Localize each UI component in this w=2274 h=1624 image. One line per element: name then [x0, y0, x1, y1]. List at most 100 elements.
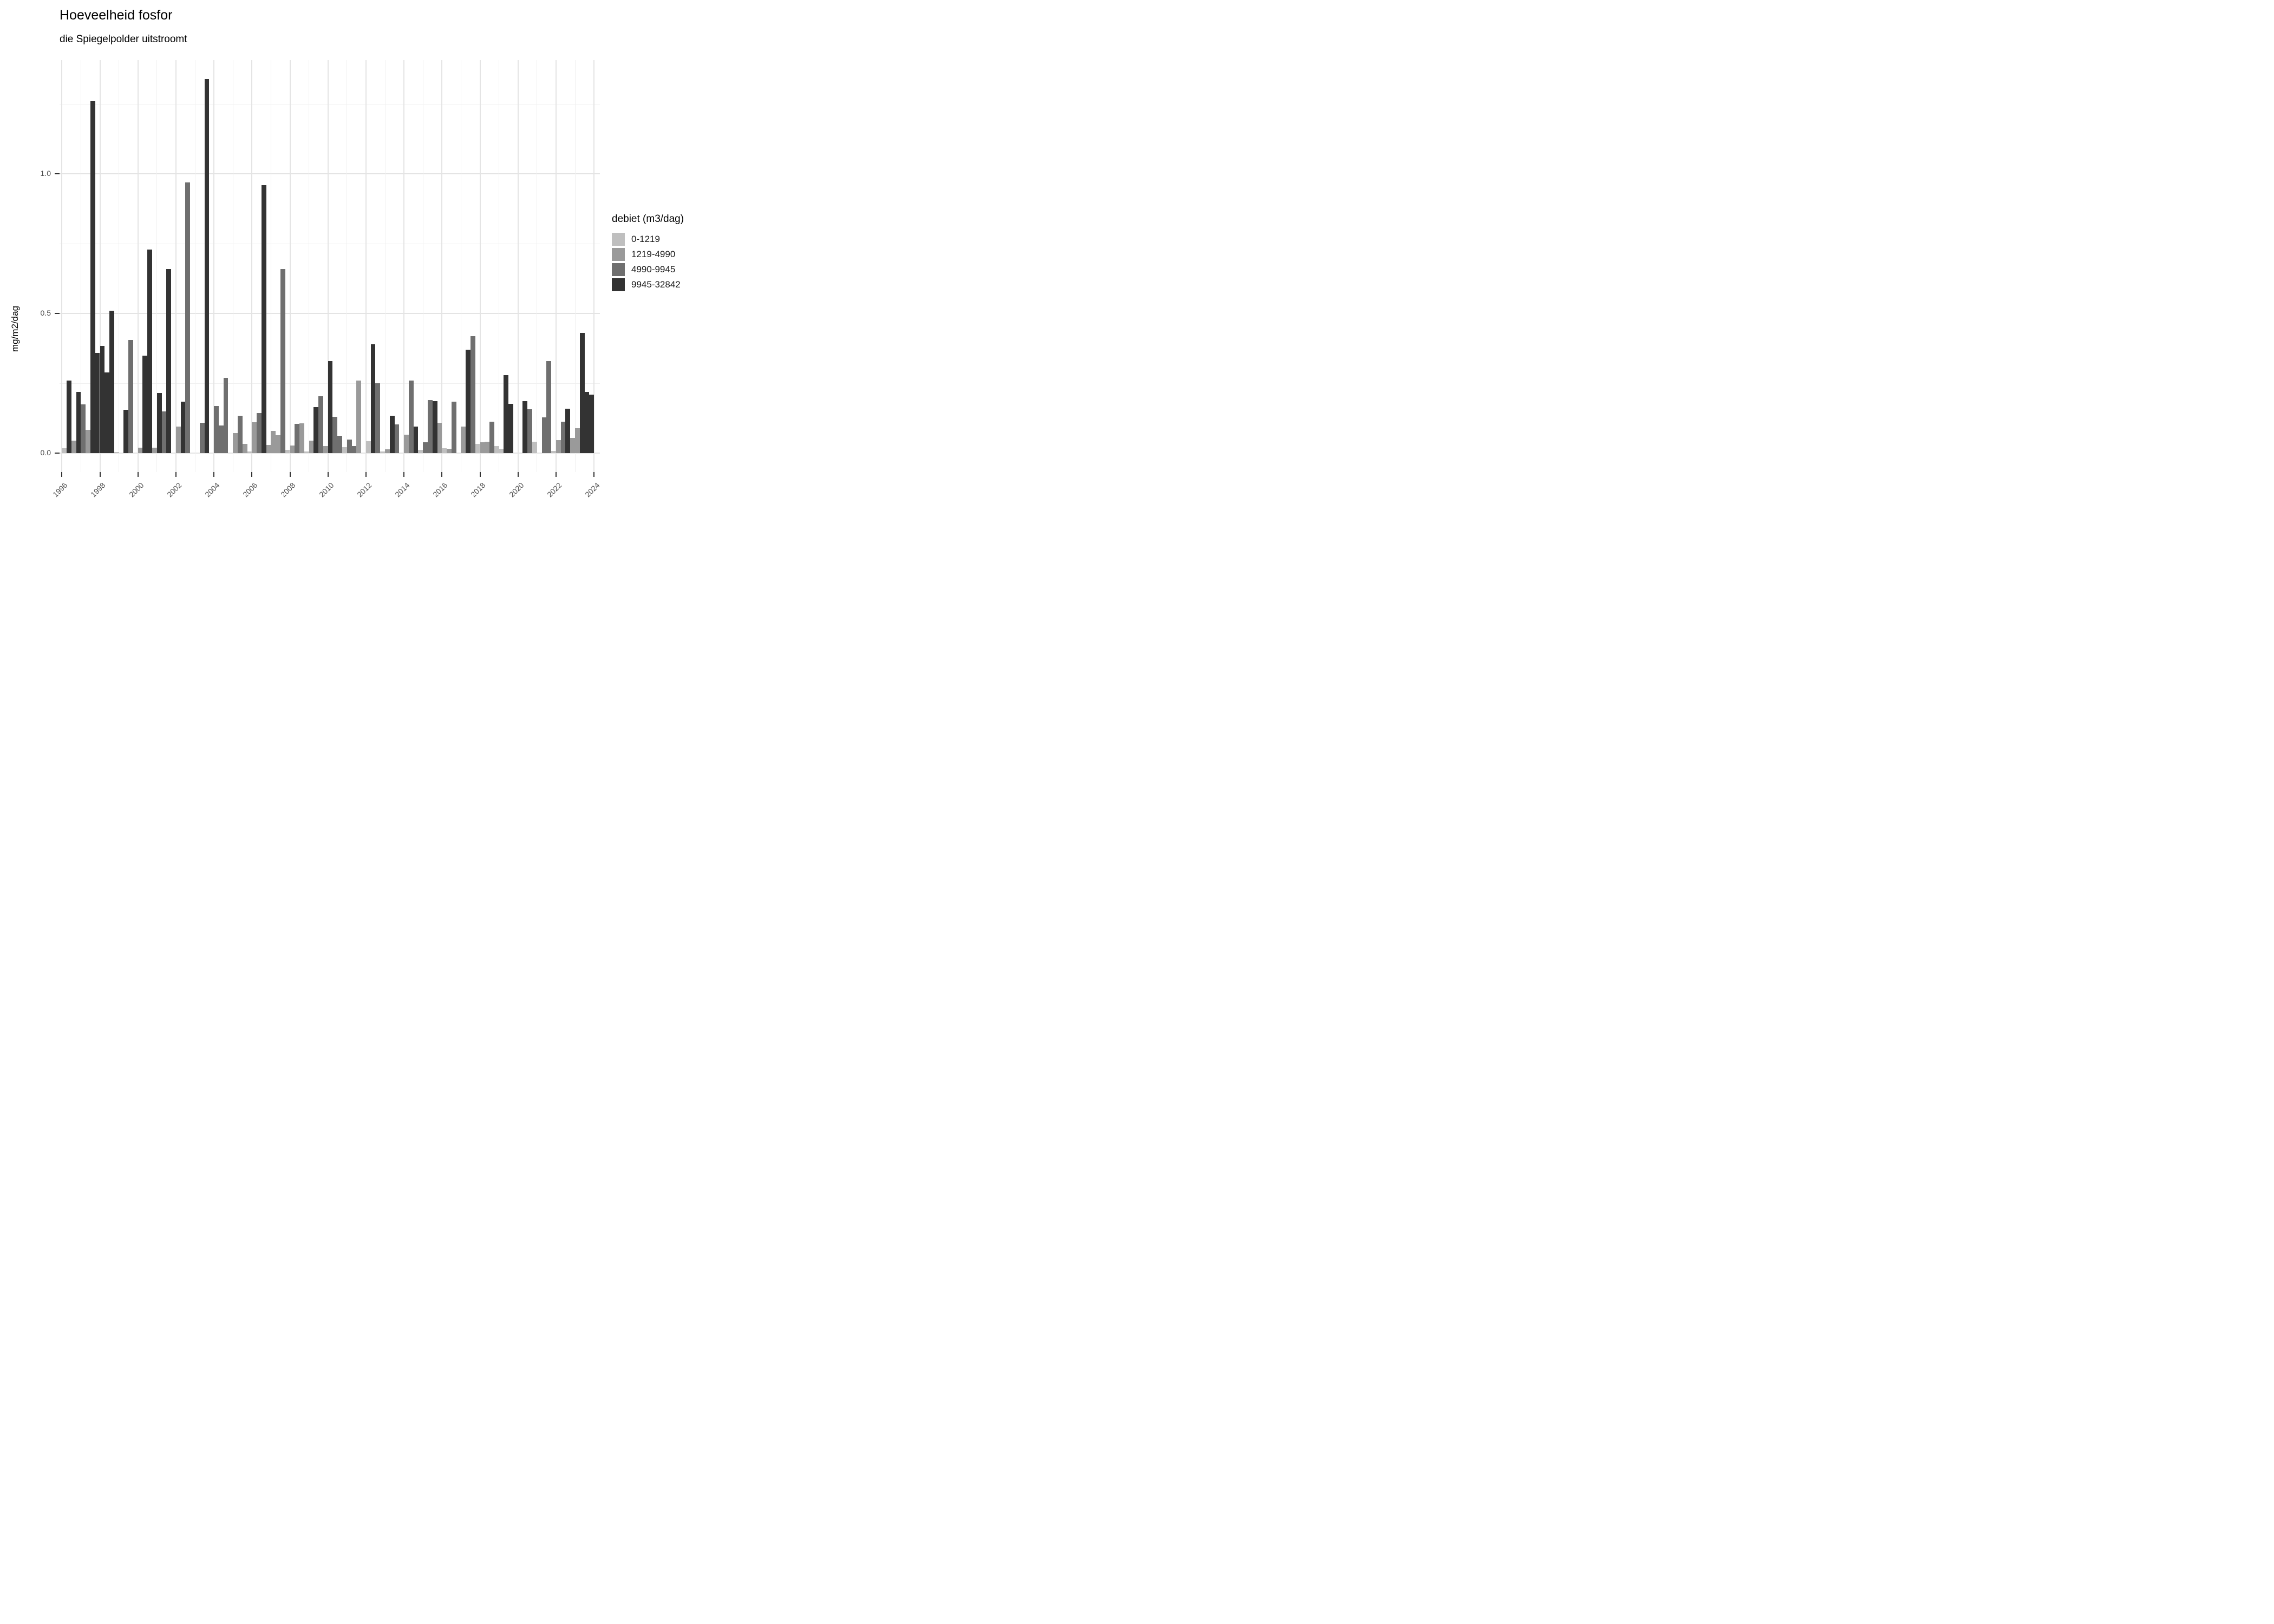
x-tick-label: 1996 — [51, 481, 69, 499]
legend-items: 0-1219 1219-4990 4990-9945 9945-32842 — [612, 233, 684, 291]
bar-2022-q4 — [560, 422, 566, 454]
bar-2013-q2 — [380, 451, 385, 454]
bar-2005-q4 — [237, 415, 243, 454]
bar-2003-q1 — [185, 182, 191, 454]
bar-2009-q3 — [309, 441, 314, 454]
bar-2004-q3 — [214, 405, 219, 454]
bar-2008-q3 — [290, 446, 295, 454]
x-tick-label: 2018 — [469, 481, 487, 499]
bar-2010-q3 — [328, 361, 333, 454]
x-tick — [517, 472, 519, 477]
bar-2005-q3 — [233, 433, 238, 454]
x-tick-label: 2020 — [507, 481, 526, 499]
legend: debiet (m3/dag) 0-1219 1219-4990 4990-9945… — [612, 213, 684, 293]
bar-2023-q4 — [579, 333, 585, 454]
x-gridline-major — [213, 60, 215, 472]
bar-2007-q3 — [271, 431, 276, 454]
chart-subtitle: die Spiegelpolder uitstroomt — [60, 34, 187, 45]
bar-2014-q4 — [408, 381, 414, 454]
bar-2010-q4 — [332, 417, 338, 454]
bar-2015-q3 — [423, 442, 428, 454]
x-tick-label: 2024 — [583, 481, 602, 499]
x-tick-label: 2022 — [545, 481, 564, 499]
y-tick — [55, 313, 60, 315]
x-tick — [441, 472, 443, 477]
bar-2006-q4 — [257, 412, 262, 454]
x-tick — [555, 472, 557, 477]
legend-item: 9945-32842 — [612, 278, 684, 291]
bar-2020-q4 — [522, 401, 528, 454]
bar-2013-q1 — [375, 383, 381, 454]
bar-2007-q2 — [266, 444, 271, 454]
legend-item: 4990-9945 — [612, 263, 684, 276]
bar-2001-q3 — [156, 393, 162, 454]
x-gridline-minor — [156, 60, 158, 472]
legend-title: debiet (m3/dag) — [612, 213, 684, 225]
x-tick-label: 2002 — [165, 481, 184, 499]
bar-2016-q2 — [437, 422, 442, 454]
legend-swatch-icon — [612, 278, 625, 291]
x-gridline-major — [517, 60, 519, 472]
x-tick — [289, 472, 291, 477]
x-tick — [327, 472, 329, 477]
legend-item: 0-1219 — [612, 233, 684, 246]
chart-title: Hoeveelheid fosfor — [60, 8, 173, 23]
bar-2001-q2 — [152, 448, 157, 454]
bar-2001-q1 — [147, 249, 153, 454]
legend-swatch-icon — [612, 233, 625, 246]
plot-panel — [60, 60, 600, 472]
bar-1998-q4 — [104, 372, 110, 454]
x-gridline-major — [593, 60, 595, 472]
bar-2023-q1 — [565, 408, 571, 454]
bar-2023-q3 — [575, 428, 580, 454]
x-gridline-major — [479, 60, 481, 472]
x-gridline-major — [365, 60, 367, 472]
y-tick-label: 0.0 — [40, 448, 51, 457]
x-tick-label: 2000 — [127, 481, 146, 499]
bar-2002-q4 — [180, 401, 186, 454]
bar-2004-q4 — [218, 425, 224, 454]
bar-1998-q1 — [90, 101, 95, 454]
x-tick — [175, 472, 177, 477]
x-tick — [99, 472, 101, 477]
bar-2006-q3 — [252, 422, 257, 454]
bar-2016-q4 — [447, 448, 452, 454]
bar-2006-q2 — [247, 451, 252, 454]
bar-2009-q4 — [313, 407, 319, 454]
y-tick-label: 1.0 — [40, 169, 51, 178]
x-tick — [593, 472, 595, 477]
bar-2017-q1 — [451, 401, 456, 454]
bar-2017-q3 — [461, 426, 466, 454]
bar-2024-q2 — [589, 394, 594, 454]
bar-2005-q1 — [223, 378, 228, 454]
x-tick-label: 2012 — [355, 481, 374, 499]
bar-2016-q1 — [432, 401, 437, 454]
bar-2019-q1 — [489, 421, 494, 454]
x-tick — [365, 472, 367, 477]
bar-2020-q1 — [508, 403, 513, 454]
bar-2021-q1 — [527, 409, 533, 454]
bar-2002-q3 — [175, 427, 181, 454]
x-tick-label: 2006 — [241, 481, 259, 499]
x-gridline-major — [99, 60, 101, 472]
x-gridline-major — [251, 60, 253, 472]
legend-item-label: 9945-32842 — [631, 279, 681, 290]
bar-2008-q4 — [295, 424, 300, 454]
bar-2009-q1 — [299, 423, 304, 454]
bar-2011-q4 — [351, 446, 357, 454]
y-tick-label: 0.5 — [40, 309, 51, 318]
x-tick — [479, 472, 481, 477]
bar-2011-q2 — [342, 447, 347, 454]
x-tick — [213, 472, 215, 477]
bar-2009-q2 — [304, 451, 309, 454]
bar-2002-q1 — [166, 269, 172, 454]
bar-2015-q2 — [418, 450, 423, 454]
bar-2000-q1 — [128, 340, 133, 454]
x-tick — [251, 472, 253, 477]
bar-2017-q4 — [466, 350, 471, 454]
bar-2010-q2 — [323, 446, 328, 454]
bar-1997-q4 — [86, 429, 90, 454]
bar-2023-q2 — [570, 438, 575, 454]
x-tick-label: 2008 — [279, 481, 297, 499]
y-tick — [55, 173, 60, 175]
